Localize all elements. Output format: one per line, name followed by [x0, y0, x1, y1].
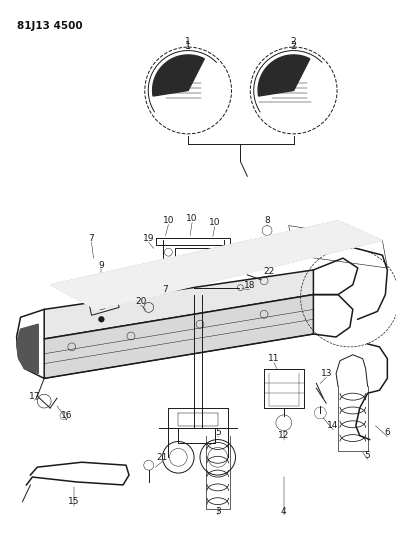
Text: 7: 7 [89, 234, 95, 243]
Text: 16: 16 [61, 411, 73, 421]
Text: 13: 13 [320, 369, 332, 378]
Polygon shape [152, 55, 204, 96]
Polygon shape [258, 55, 310, 96]
Text: 5: 5 [215, 428, 221, 437]
Text: 22: 22 [263, 268, 275, 277]
Text: 81J13 4500: 81J13 4500 [17, 21, 82, 31]
Text: 4: 4 [281, 507, 286, 516]
Circle shape [99, 316, 105, 322]
Text: 12: 12 [278, 431, 290, 440]
Polygon shape [44, 270, 313, 339]
Text: 17: 17 [29, 392, 40, 401]
Text: 9: 9 [99, 261, 104, 270]
Text: 11: 11 [268, 354, 280, 363]
Text: 5: 5 [365, 451, 371, 460]
Text: 2: 2 [291, 37, 296, 46]
Text: 7: 7 [163, 285, 168, 294]
Text: 19: 19 [143, 234, 154, 243]
Text: 20: 20 [135, 297, 146, 306]
Text: 1: 1 [185, 37, 191, 46]
Text: 14: 14 [328, 421, 339, 430]
Text: 10: 10 [209, 218, 221, 227]
Polygon shape [17, 324, 38, 374]
Text: 6: 6 [385, 428, 390, 437]
Text: 2: 2 [290, 41, 297, 51]
Text: 1: 1 [185, 41, 191, 51]
Text: 10: 10 [163, 216, 174, 225]
Text: 3: 3 [215, 507, 221, 516]
Polygon shape [44, 295, 313, 378]
Text: 15: 15 [68, 497, 79, 506]
Text: 10: 10 [186, 214, 198, 223]
Text: 18: 18 [243, 281, 255, 290]
Text: 21: 21 [157, 453, 168, 462]
Polygon shape [50, 221, 382, 309]
Text: 8: 8 [264, 216, 270, 225]
